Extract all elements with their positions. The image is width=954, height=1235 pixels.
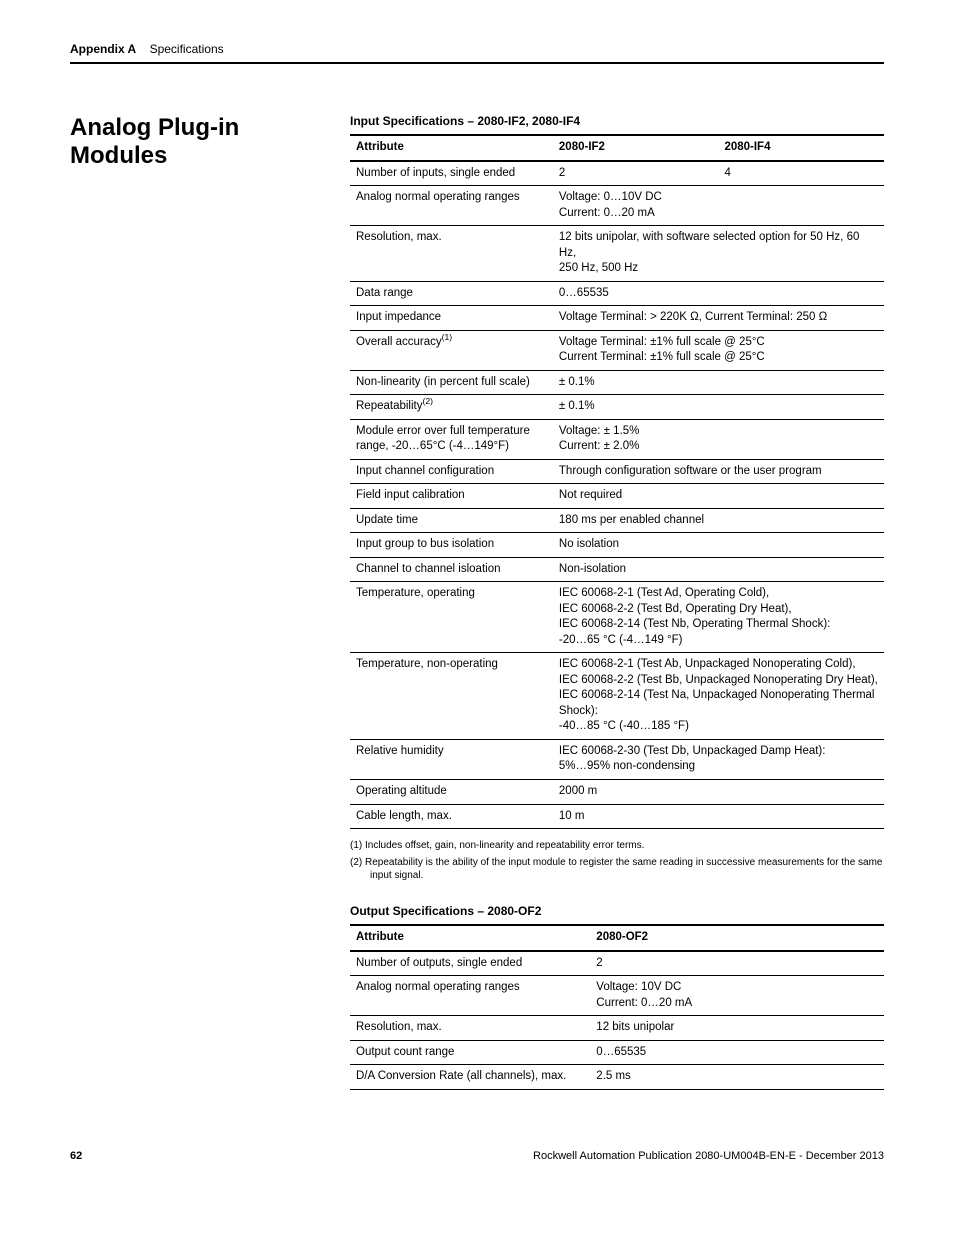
cell-val: No isolation (553, 533, 884, 558)
table-row: Input impedanceVoltage Terminal: > 220K … (350, 306, 884, 331)
table-row: Data range0…65535 (350, 281, 884, 306)
cell-val: ± 0.1% (553, 395, 884, 420)
table-row: Temperature, non-operatingIEC 60068-2-1 … (350, 653, 884, 740)
cell-attr: Data range (350, 281, 553, 306)
table-row: Update time180 ms per enabled channel (350, 508, 884, 533)
th-if4: 2080-IF4 (718, 135, 884, 161)
table-row: D/A Conversion Rate (all channels), max.… (350, 1065, 884, 1090)
table-row: Analog normal operating rangesVoltage: 0… (350, 186, 884, 226)
cell-attr: Update time (350, 508, 553, 533)
footnote-2: (2) Repeatability is the ability of the … (350, 856, 884, 882)
cell-val: Voltage Terminal: > 220K Ω, Current Term… (553, 306, 884, 331)
table-row: Analog normal operating rangesVoltage: 1… (350, 976, 884, 1016)
table-row: Temperature, operatingIEC 60068-2-1 (Tes… (350, 582, 884, 653)
cell-attr: Number of outputs, single ended (350, 951, 590, 976)
main-heading: Analog Plug-in Modules (70, 114, 330, 170)
cell-attr: Operating altitude (350, 779, 553, 804)
table-row: Input channel configurationThrough confi… (350, 459, 884, 484)
cell-attr: Input impedance (350, 306, 553, 331)
cell-val: Voltage: 0…10V DCCurrent: 0…20 mA (553, 186, 884, 226)
cell-val: Voltage Terminal: ±1% full scale @ 25°CC… (553, 330, 884, 370)
cell-attr: Input channel configuration (350, 459, 553, 484)
table2-title: Output Specifications – 2080-OF2 (350, 904, 884, 918)
table-row: Input group to bus isolationNo isolation (350, 533, 884, 558)
appendix-label: Appendix A (70, 42, 136, 56)
publication-info: Rockwell Automation Publication 2080-UM0… (533, 1150, 884, 1162)
cell-attr: Analog normal operating ranges (350, 186, 553, 226)
cell-attr: Field input calibration (350, 484, 553, 509)
cell-attr: Number of inputs, single ended (350, 161, 553, 186)
section-label: Specifications (150, 42, 224, 56)
cell-attr: Resolution, max. (350, 1016, 590, 1041)
cell-val: Voltage: 10V DCCurrent: 0…20 mA (590, 976, 884, 1016)
th-if2: 2080-IF2 (553, 135, 719, 161)
cell-val: 2000 m (553, 779, 884, 804)
cell-attr: Temperature, non-operating (350, 653, 553, 740)
th-of2: 2080-OF2 (590, 925, 884, 951)
cell-val: 0…65535 (553, 281, 884, 306)
cell-val: 4 (718, 161, 884, 186)
cell-attr: Relative humidity (350, 739, 553, 779)
cell-val: 2 (553, 161, 719, 186)
cell-val: 12 bits unipolar, with software selected… (553, 226, 884, 282)
page-header: Appendix A Specifications (70, 40, 884, 64)
cell-attr: Temperature, operating (350, 582, 553, 653)
cell-attr: Repeatability(2) (350, 395, 553, 420)
table-row: Non-linearity (in percent full scale)± 0… (350, 370, 884, 395)
cell-val: ± 0.1% (553, 370, 884, 395)
cell-val: 0…65535 (590, 1040, 884, 1065)
output-spec-table: Attribute 2080-OF2 Number of outputs, si… (350, 924, 884, 1090)
cell-val: Through configuration software or the us… (553, 459, 884, 484)
cell-attr: D/A Conversion Rate (all channels), max. (350, 1065, 590, 1090)
cell-val: IEC 60068-2-30 (Test Db, Unpackaged Damp… (553, 739, 884, 779)
table-row: Repeatability(2)± 0.1% (350, 395, 884, 420)
cell-attr: Input group to bus isolation (350, 533, 553, 558)
table-row: Cable length, max.10 m (350, 804, 884, 829)
table-row: Resolution, max.12 bits unipolar (350, 1016, 884, 1041)
cell-attr: Channel to channel isloation (350, 557, 553, 582)
cell-val: Not required (553, 484, 884, 509)
cell-attr: Resolution, max. (350, 226, 553, 282)
cell-attr: Non-linearity (in percent full scale) (350, 370, 553, 395)
table-row: Relative humidityIEC 60068-2-30 (Test Db… (350, 739, 884, 779)
page-footer: 62 Rockwell Automation Publication 2080-… (70, 1150, 884, 1162)
cell-val: 10 m (553, 804, 884, 829)
table-row: Number of outputs, single ended2 (350, 951, 884, 976)
cell-val: 2 (590, 951, 884, 976)
th-attribute: Attribute (350, 135, 553, 161)
table-row: Operating altitude2000 m (350, 779, 884, 804)
table-row: Number of inputs, single ended24 (350, 161, 884, 186)
cell-attr: Output count range (350, 1040, 590, 1065)
table-row: Resolution, max.12 bits unipolar, with s… (350, 226, 884, 282)
cell-val: 12 bits unipolar (590, 1016, 884, 1041)
table1-title: Input Specifications – 2080-IF2, 2080-IF… (350, 114, 884, 128)
cell-attr: Module error over full temperature range… (350, 419, 553, 459)
cell-val: IEC 60068-2-1 (Test Ad, Operating Cold),… (553, 582, 884, 653)
page-number: 62 (70, 1150, 82, 1162)
cell-val: Voltage: ± 1.5%Current: ± 2.0% (553, 419, 884, 459)
cell-attr: Overall accuracy(1) (350, 330, 553, 370)
table-row: Overall accuracy(1)Voltage Terminal: ±1%… (350, 330, 884, 370)
cell-attr: Analog normal operating ranges (350, 976, 590, 1016)
cell-val: Non-isolation (553, 557, 884, 582)
table-row: Module error over full temperature range… (350, 419, 884, 459)
cell-val: 2.5 ms (590, 1065, 884, 1090)
footnote-1: (1) Includes offset, gain, non-linearity… (350, 839, 884, 852)
input-spec-table: Attribute 2080-IF2 2080-IF4 Number of in… (350, 134, 884, 829)
th-attribute: Attribute (350, 925, 590, 951)
table-row: Field input calibrationNot required (350, 484, 884, 509)
table-row: Output count range0…65535 (350, 1040, 884, 1065)
cell-val: IEC 60068-2-1 (Test Ab, Unpackaged Nonop… (553, 653, 884, 740)
table-row: Channel to channel isloationNon-isolatio… (350, 557, 884, 582)
cell-val: 180 ms per enabled channel (553, 508, 884, 533)
cell-attr: Cable length, max. (350, 804, 553, 829)
